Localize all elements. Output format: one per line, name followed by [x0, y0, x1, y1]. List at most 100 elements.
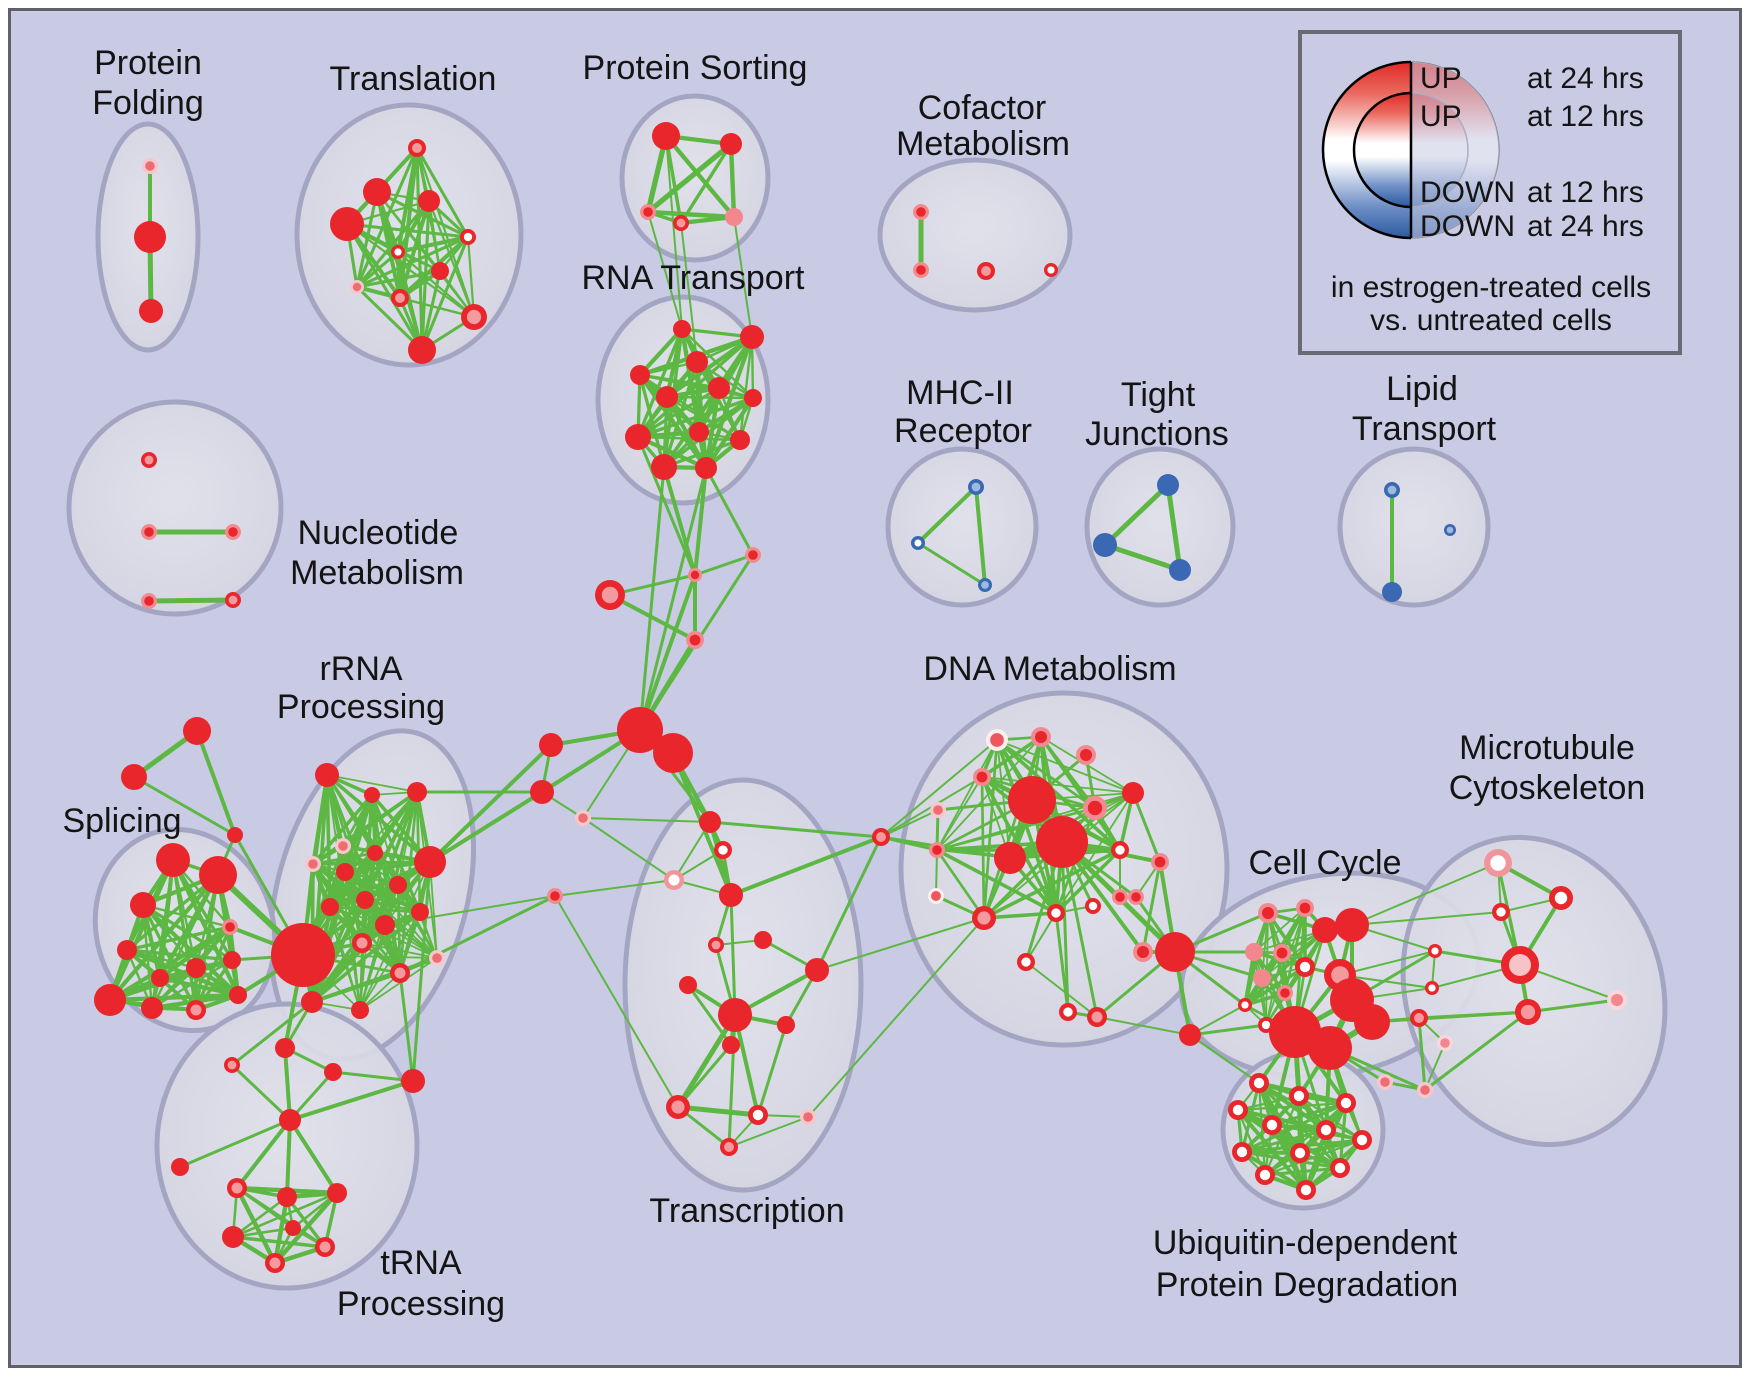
- edge: [679, 142, 733, 225]
- edge: [665, 135, 683, 330]
- gene-node-core: [981, 266, 991, 276]
- edge: [328, 905, 422, 914]
- gene-node: [720, 133, 742, 155]
- edge: [645, 141, 734, 215]
- gene-node: [279, 1109, 301, 1131]
- gene-node: [625, 424, 651, 450]
- gene-node: [718, 998, 752, 1032]
- edge: [310, 971, 402, 1004]
- edge: [107, 857, 176, 1003]
- gene-node: [351, 1001, 369, 1019]
- edge: [398, 894, 557, 975]
- gene-node-core: [1021, 957, 1031, 967]
- gene-node: [315, 763, 339, 787]
- gene-node: [271, 923, 335, 987]
- edge: [663, 133, 737, 220]
- edge: [363, 898, 422, 914]
- gene-node: [431, 262, 449, 280]
- edge: [107, 924, 233, 1003]
- edge: [231, 1195, 289, 1239]
- edge: [1131, 791, 1162, 864]
- edge: [733, 216, 753, 338]
- gene-node: [330, 207, 364, 241]
- gene-node: [695, 457, 717, 479]
- gene-node-core: [876, 832, 886, 842]
- edge: [662, 438, 742, 469]
- gene-node: [223, 951, 241, 969]
- edge: [428, 743, 553, 864]
- gene-node-core: [1047, 266, 1055, 274]
- edge: [234, 1185, 278, 1266]
- gene-node: [1245, 943, 1263, 961]
- gene-node-core: [1340, 1097, 1352, 1109]
- edge: [429, 861, 438, 959]
- edge: [1054, 848, 1122, 915]
- cluster-label-rna-transport: RNA Transport: [582, 259, 806, 297]
- edge: [916, 541, 987, 587]
- gene-node-core: [231, 1182, 243, 1194]
- gene-node: [656, 386, 678, 408]
- edge: [396, 235, 470, 254]
- gene-node: [1169, 559, 1191, 581]
- edge: [359, 924, 386, 1011]
- gene-node: [539, 733, 563, 757]
- cluster-label-rrna-processing: Processing: [277, 688, 445, 726]
- cluster-cofactor-metabolism: [877, 157, 1073, 313]
- legend-row-time: at 24 hrs: [1527, 210, 1644, 243]
- gene-node-core: [932, 845, 942, 855]
- gene-node-core: [432, 953, 442, 963]
- edge: [195, 729, 237, 837]
- edge: [1298, 1138, 1364, 1155]
- edge: [132, 775, 237, 837]
- gene-node-core: [394, 967, 406, 979]
- edge: [1102, 482, 1171, 548]
- gene-node-core: [671, 1100, 685, 1114]
- edge: [355, 250, 400, 289]
- edge: [1189, 1034, 1260, 1084]
- edge: [1240, 1128, 1328, 1154]
- gene-node-core: [1387, 485, 1397, 495]
- legend-glyph-outline-inner: [1352, 91, 1412, 209]
- edge: [703, 334, 755, 471]
- cluster-label-splicing: Splicing: [62, 802, 181, 840]
- edge: [1102, 542, 1183, 573]
- gene-node: [134, 221, 166, 253]
- cluster-label-cofactor-metabolism: Metabolism: [896, 125, 1070, 163]
- legend-row-label: DOWN: [1420, 176, 1515, 209]
- gene-node-core: [1299, 902, 1311, 914]
- edge: [935, 848, 986, 920]
- gene-node: [156, 843, 190, 877]
- edge: [974, 485, 987, 587]
- edge: [1141, 860, 1162, 954]
- gene-node-core: [308, 859, 318, 869]
- cluster-protein-sorting: [619, 93, 771, 263]
- gene-node-core: [1115, 845, 1125, 855]
- edge: [738, 335, 754, 442]
- gene-node-core: [1334, 1162, 1346, 1174]
- gene-node-core: [1356, 1134, 1368, 1146]
- edge: [935, 848, 1058, 915]
- gene-node: [652, 122, 680, 150]
- gene-node: [653, 733, 693, 773]
- cluster-lipid-transport: [1337, 446, 1491, 608]
- gene-node: [171, 1158, 189, 1176]
- gene-node: [679, 976, 697, 994]
- cluster-label-protein-folding: Folding: [92, 84, 204, 122]
- gene-node: [1093, 533, 1117, 557]
- edge: [708, 820, 883, 839]
- gene-node: [336, 863, 354, 881]
- edge: [1351, 911, 1502, 926]
- edge: [980, 735, 1043, 779]
- edge: [704, 466, 755, 557]
- gene-node: [364, 787, 380, 803]
- edge: [1497, 862, 1529, 1013]
- gene-node-core: [1080, 749, 1092, 761]
- cluster-label-lipid-transport: Transport: [1352, 410, 1497, 448]
- edge: [935, 806, 1097, 852]
- gene-node: [617, 707, 663, 753]
- edge: [936, 739, 998, 851]
- gene-node-core: [466, 309, 482, 325]
- edge: [230, 1063, 292, 1122]
- edge: [675, 1104, 761, 1118]
